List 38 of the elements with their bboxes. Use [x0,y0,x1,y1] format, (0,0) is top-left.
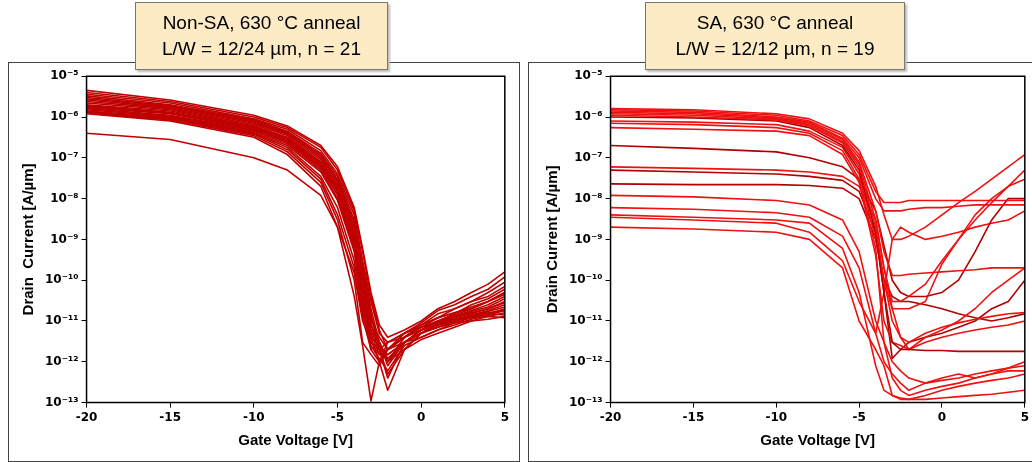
x-tick-label: -5 [330,409,345,424]
x-tick-label: -15 [682,409,705,424]
y-tick-label: 10⁻⁹ [574,231,603,246]
y-tick-label: 10⁻⁶ [50,109,79,124]
chart-subtitle: L/W = 12/12 µm, n = 19 [674,37,876,61]
y-tick-label: 10⁻¹⁰ [45,272,79,287]
y-tick-label: 10⁻⁹ [50,231,79,246]
x-tick-label: -10 [765,409,788,424]
y-axis-title: Drain Current [A/µm] [19,163,37,316]
y-tick-label: 10⁻¹³ [45,394,79,409]
x-tick-label: -10 [243,409,265,424]
x-axis-title: Gate Voltage [V] [238,431,354,449]
x-axis-title: Gate Voltage [V] [760,431,876,449]
y-tick-label: 10⁻⁷ [574,149,603,164]
y-tick-label: 10⁻⁷ [50,149,79,164]
x-tick-label: 5 [500,409,509,424]
x-tick-label: 5 [1020,409,1029,424]
y-tick-label: 10⁻⁶ [574,109,603,124]
y-tick-label: 10⁻¹³ [569,394,603,409]
y-tick-label: 10⁻¹² [45,353,79,368]
y-tick-label: 10⁻¹⁰ [569,272,603,287]
y-tick-label: 10⁻⁸ [50,190,79,205]
y-axis-title: Drain Current [A/µm] [543,165,561,314]
chart-title: SA, 630 °C anneal [695,11,855,35]
x-tick-label: -20 [599,409,622,424]
y-tick-label: 10⁻¹² [569,353,603,368]
x-tick-label: 0 [937,409,947,424]
y-tick-label: 10⁻⁵ [574,68,603,83]
y-tick-label: 10⁻⁸ [574,190,603,205]
chart-title: Non-SA, 630 °C anneal [161,11,362,35]
chart-subtitle: L/W = 12/24 µm, n = 21 [161,37,362,61]
x-tick-label: -15 [159,409,182,424]
y-tick-label: 10⁻¹¹ [45,313,79,328]
y-tick-label: 10⁻⁵ [50,68,79,83]
x-tick-label: 0 [416,409,426,424]
x-tick-label: -20 [75,409,98,424]
x-tick-label: -5 [852,409,866,424]
y-tick-label: 10⁻¹¹ [569,313,603,328]
